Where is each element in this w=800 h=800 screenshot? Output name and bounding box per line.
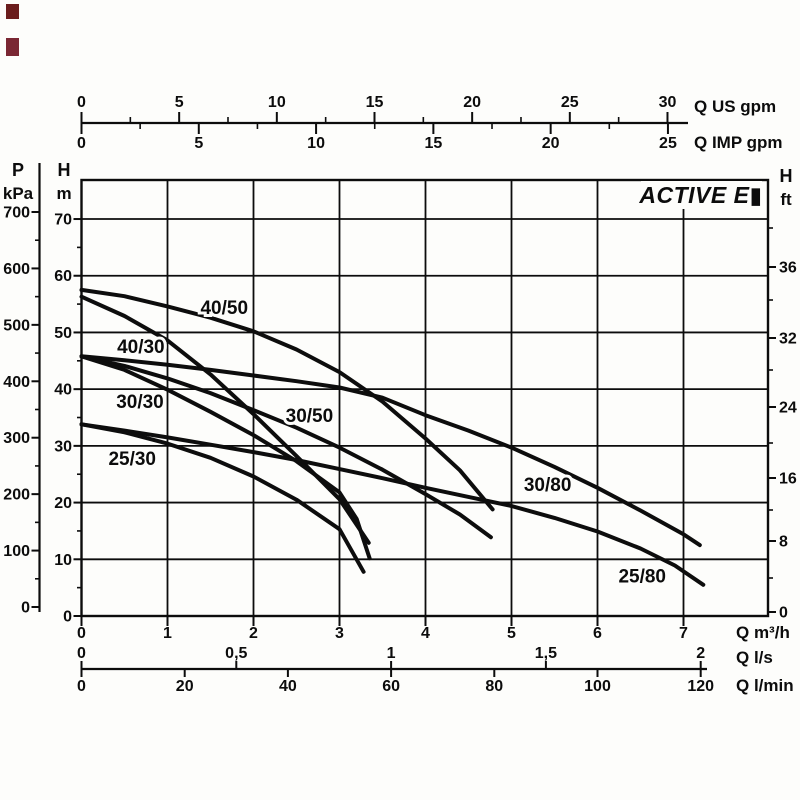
axis-name-h-left: H bbox=[58, 160, 71, 180]
tick-label-ft-16: 16 bbox=[779, 471, 797, 488]
curve-30-80 bbox=[79, 354, 702, 548]
curve-label-25-80: 25/80 bbox=[618, 566, 666, 587]
tick-label-kpa-500: 500 bbox=[3, 317, 30, 334]
tick-label-m3h-4: 4 bbox=[421, 625, 430, 642]
tick-label-ft-32: 32 bbox=[779, 331, 797, 348]
tick-label-usgpm-15: 15 bbox=[366, 94, 384, 111]
pump-curves: 40/50 40/30 30/80 30/50 30/30 25/80 25/30 bbox=[79, 287, 706, 590]
scan-artifact-mark-0 bbox=[6, 4, 19, 19]
tick-label-m3h-3: 3 bbox=[335, 625, 344, 642]
tick-label-usgpm-30: 30 bbox=[659, 94, 677, 111]
curve-label-40-50: 40/50 bbox=[200, 298, 248, 319]
tick-label-m-20: 20 bbox=[54, 495, 72, 512]
tick-label-usgpm-0: 0 bbox=[77, 94, 86, 111]
tick-label-m3h-6: 6 bbox=[593, 625, 602, 642]
curve-25-30 bbox=[79, 422, 366, 574]
axis-unit-us-gpm: Q US gpm bbox=[694, 97, 776, 116]
tick-label-usgpm-25: 25 bbox=[561, 94, 579, 111]
axis-name-p: P bbox=[12, 160, 24, 180]
curve-40-30 bbox=[79, 294, 371, 545]
tick-label-usgpm-10: 10 bbox=[268, 94, 286, 111]
tick-label-ls-2: 1 bbox=[387, 645, 396, 662]
tick-label-impgpm-20: 20 bbox=[542, 135, 560, 152]
axis-right-feet: 0 8 16 24 32 36 Hft bbox=[768, 166, 797, 622]
tick-label-kpa-300: 300 bbox=[3, 430, 30, 447]
tick-label-ft-24: 24 bbox=[779, 400, 797, 417]
curve-40-50 bbox=[79, 287, 495, 512]
tick-label-kpa-700: 700 bbox=[3, 205, 30, 222]
curve-label-30-50: 30/50 bbox=[286, 406, 334, 427]
curve-label-25-30: 25/30 bbox=[108, 449, 156, 470]
axis-top-gpm: 0 5 10 15 20 25 30 0 5 10 15 20 25 Q US gpm Q IMP gpm bbox=[77, 94, 782, 152]
tick-label-impgpm-0: 0 bbox=[77, 135, 86, 152]
tick-label-lmin-40: 40 bbox=[279, 678, 297, 695]
tick-label-ls-0: 0 bbox=[77, 645, 86, 662]
axis-left-meters: 0 10 20 30 40 50 60 70 Hm bbox=[54, 160, 82, 626]
tick-label-kpa-400: 400 bbox=[3, 374, 30, 391]
tick-label-ft-0: 0 bbox=[779, 605, 788, 622]
tick-label-m-0: 0 bbox=[63, 609, 72, 626]
axis-unit-kpa: kPa bbox=[3, 184, 34, 203]
tick-label-usgpm-5: 5 bbox=[175, 94, 184, 111]
axis-name-h-right: H bbox=[780, 166, 793, 186]
curve-30-30 bbox=[79, 354, 372, 561]
tick-label-impgpm-10: 10 bbox=[307, 135, 325, 152]
curve-label-40-30: 40/30 bbox=[117, 337, 165, 358]
axis-unit-m3h: Q m³/h bbox=[736, 623, 790, 642]
axis-unit-lmin: Q l/min bbox=[736, 676, 794, 695]
tick-label-ls-4: 2 bbox=[696, 645, 705, 662]
curve-30-50 bbox=[79, 354, 493, 540]
tick-label-m3h-2: 2 bbox=[249, 625, 258, 642]
curve-25-80 bbox=[79, 422, 706, 587]
tick-label-impgpm-5: 5 bbox=[194, 135, 203, 152]
tick-label-m-70: 70 bbox=[54, 212, 72, 229]
tick-label-usgpm-20: 20 bbox=[463, 94, 481, 111]
tick-label-impgpm-25: 25 bbox=[659, 135, 677, 152]
tick-label-ls-1: 0,5 bbox=[225, 645, 247, 662]
axis-unit-m: m bbox=[56, 184, 71, 203]
tick-label-kpa-0: 0 bbox=[21, 600, 30, 617]
chart-title: ACTIVE E▮ bbox=[638, 182, 762, 208]
tick-label-kpa-600: 600 bbox=[3, 261, 30, 278]
curve-label-30-80: 30/80 bbox=[524, 475, 572, 496]
tick-label-ft-36: 36 bbox=[779, 260, 797, 277]
tick-label-ft-8: 8 bbox=[779, 534, 788, 551]
tick-label-m-10: 10 bbox=[54, 552, 72, 569]
scan-artifact-mark-1 bbox=[6, 38, 19, 56]
tick-label-ls-3: 1,5 bbox=[535, 645, 557, 662]
tick-label-m-60: 60 bbox=[54, 268, 72, 285]
axis-unit-imp-gpm: Q IMP gpm bbox=[694, 133, 782, 152]
tick-label-kpa-100: 100 bbox=[3, 543, 30, 560]
tick-label-m3h-1: 1 bbox=[163, 625, 172, 642]
tick-label-m-50: 50 bbox=[54, 325, 72, 342]
tick-label-m3h-0: 0 bbox=[77, 625, 86, 642]
curve-label-30-30: 30/30 bbox=[116, 392, 164, 413]
title-backplate bbox=[641, 181, 762, 209]
axis-unit-ft: ft bbox=[780, 190, 792, 209]
tick-label-impgpm-15: 15 bbox=[424, 135, 442, 152]
tick-label-lmin-60: 60 bbox=[382, 678, 400, 695]
tick-label-lmin-20: 20 bbox=[176, 678, 194, 695]
tick-label-lmin-80: 80 bbox=[485, 678, 503, 695]
tick-label-lmin-120: 120 bbox=[687, 678, 714, 695]
tick-label-m3h-5: 5 bbox=[507, 625, 516, 642]
tick-label-lmin-0: 0 bbox=[77, 678, 86, 695]
tick-label-kpa-200: 200 bbox=[3, 487, 30, 504]
tick-label-lmin-100: 100 bbox=[584, 678, 611, 695]
tick-label-m-40: 40 bbox=[54, 382, 72, 399]
tick-label-m3h-7: 7 bbox=[679, 625, 688, 642]
tick-label-m-30: 30 bbox=[54, 438, 72, 455]
axis-bottom-flow: 0 1 2 3 4 5 6 7 Q m³/h 0 0,5 1 1,5 2 Q l/s 0 20 40 60 80 100… bbox=[77, 616, 794, 695]
plot-grid bbox=[81, 180, 768, 616]
axis-unit-ls: Q l/s bbox=[736, 648, 773, 667]
